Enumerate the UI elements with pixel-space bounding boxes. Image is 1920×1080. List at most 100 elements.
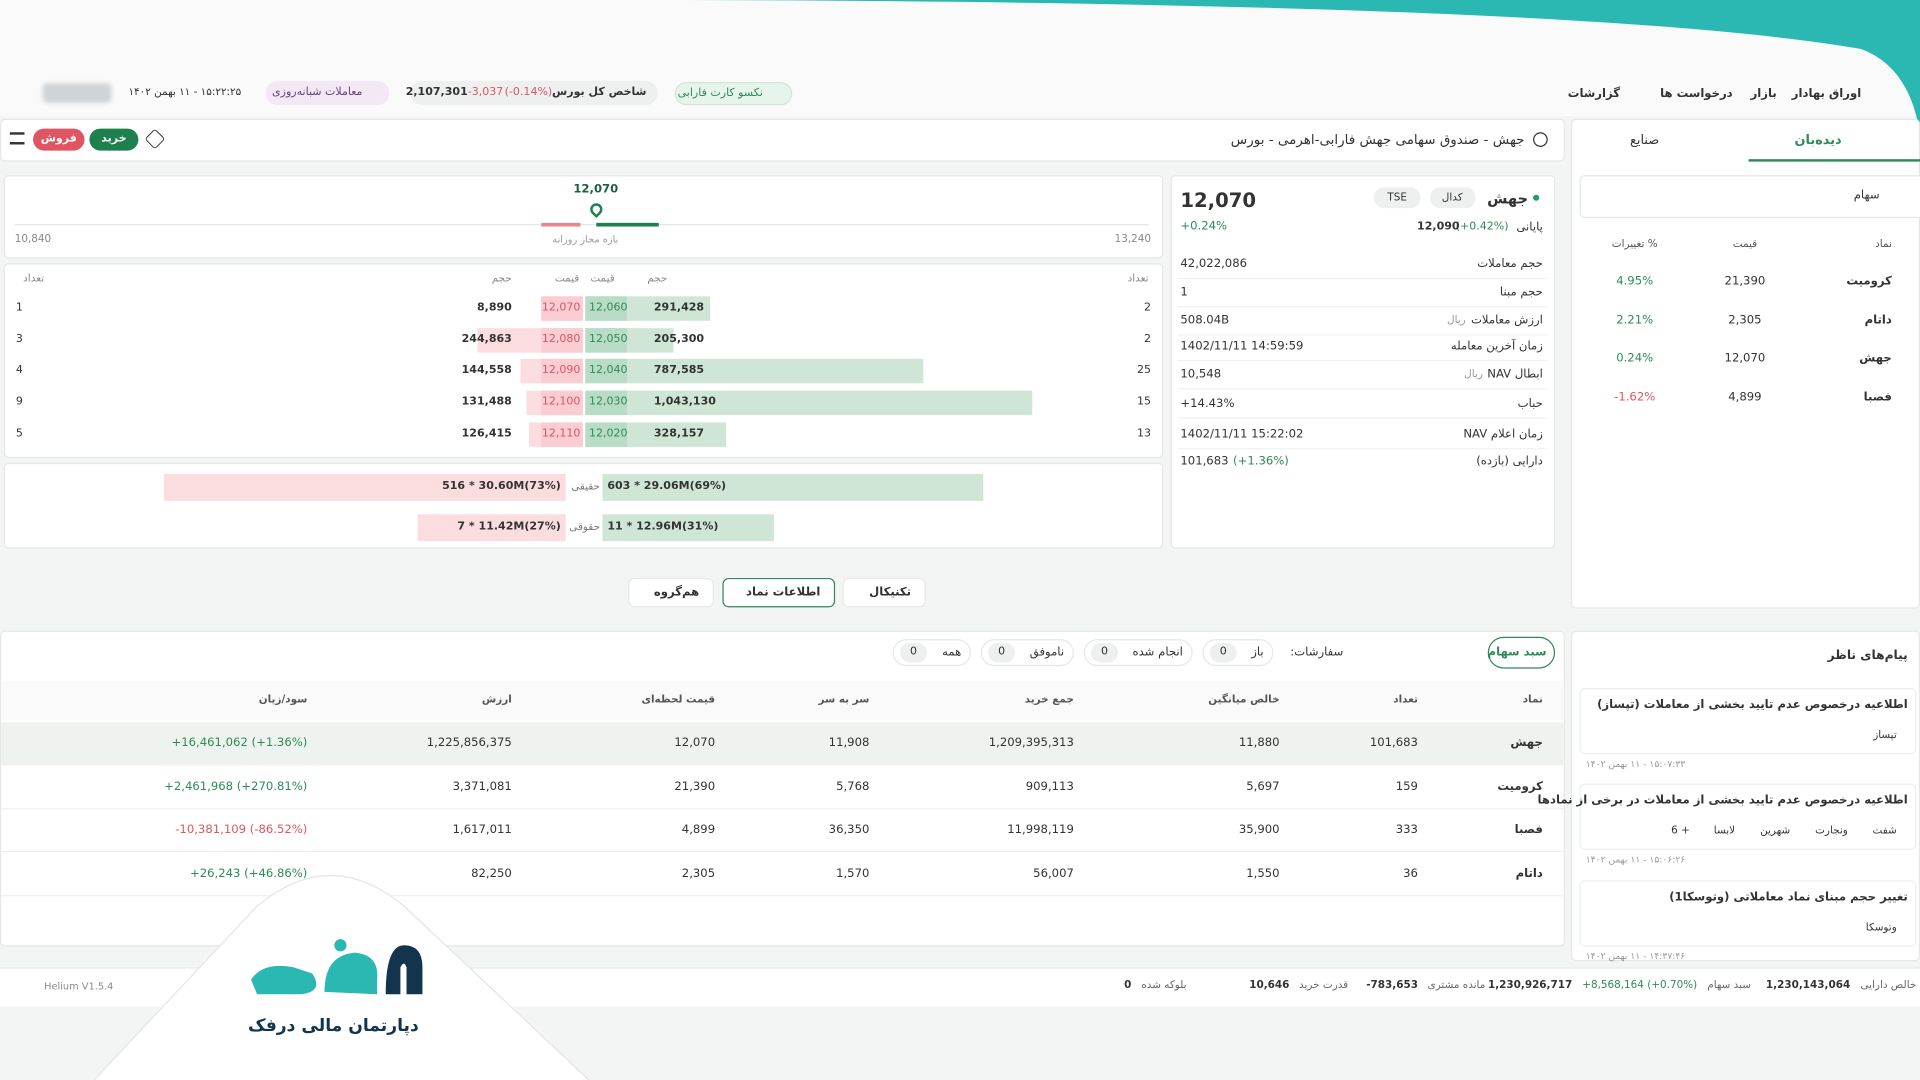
label: وتوسکا (1865, 921, 1897, 934)
label: حجم معاملات (1477, 257, 1543, 271)
label: جمع خرید (1024, 693, 1074, 707)
label: 333 (1395, 823, 1418, 837)
label: سبد سهام (1487, 645, 1547, 660)
buy-price-cell (585, 296, 627, 321)
label: سهام (1853, 188, 1880, 203)
row-divider (1177, 448, 1548, 450)
tab[interactable] (628, 577, 714, 608)
label: قیمت (590, 272, 615, 286)
label: حجم مبنا (1499, 285, 1543, 300)
buy-price-cell (585, 327, 627, 353)
tab-label[interactable]: تکنیکال (869, 585, 912, 600)
label: قیمت (1732, 238, 1758, 251)
label: ابطال NAV (1487, 367, 1543, 382)
label: داتام (1864, 313, 1892, 327)
label: 42,022,086 (1180, 257, 1248, 271)
label: +2,461,968 (+270.81%) (164, 779, 308, 794)
label: 12,070 (1724, 352, 1766, 366)
label: خالص دارایی (1860, 979, 1917, 992)
label: کدال (1441, 191, 1463, 205)
filter-label[interactable]: همه (942, 645, 962, 660)
label: 11,880 (1238, 736, 1280, 750)
filter-chip[interactable] (980, 639, 1074, 667)
label: ۱۵:۲۲:۲۵ - ۱۱ بهمن ۱۴۰۲ (128, 86, 242, 99)
filter-chip[interactable] (892, 639, 972, 667)
filter-chip[interactable] (1202, 639, 1274, 667)
label: 1,230,143,064 (1765, 979, 1851, 992)
filter-label[interactable]: باز (1251, 645, 1264, 660)
label: 205,300 (653, 333, 705, 346)
card-button[interactable] (674, 82, 793, 106)
logo-dot (334, 939, 347, 952)
tab-label[interactable]: دیده‌بان (1794, 133, 1842, 148)
dropdown[interactable] (1579, 175, 1920, 218)
label: 5,697 (1246, 779, 1280, 794)
label: 159 (1395, 779, 1418, 794)
menu-icon[interactable] (9, 132, 25, 145)
label: 12,090 (541, 364, 581, 378)
label: TSE (1387, 191, 1407, 205)
filter-label[interactable]: ناموفق (1029, 645, 1065, 660)
label: 2.21% (1616, 313, 1654, 327)
portfolio-pill[interactable] (1487, 636, 1556, 669)
row-divider (1, 851, 1564, 853)
label: 6 + (1671, 825, 1690, 838)
label: 3 (15, 333, 23, 346)
label: +16,461,062 (+1.36%) (171, 736, 308, 750)
tab-label[interactable]: اطلاعات نماد (746, 585, 821, 600)
label: تعداد (1393, 693, 1418, 707)
row-divider (1, 764, 1564, 766)
label: اطلاعیه درخصوص عدم تایید بخشی از معاملات… (1537, 793, 1908, 808)
buy-label[interactable]: خرید (101, 132, 127, 146)
nav-item[interactable]: اوراق بهادار (1791, 87, 1862, 101)
tab-label[interactable]: صنایع (1630, 133, 1660, 148)
tab[interactable] (722, 577, 836, 608)
message-card[interactable] (1579, 688, 1917, 755)
nav-item[interactable]: بازار (1750, 87, 1777, 101)
tab[interactable] (842, 577, 926, 608)
logo-part (324, 952, 378, 995)
label: فصبا (1863, 391, 1892, 405)
sell-button[interactable] (33, 128, 85, 151)
nav-item[interactable]: گزارشات (1567, 87, 1621, 101)
label: 11 * 12.96M(31%) (607, 521, 719, 534)
teal-curve (685, 0, 1920, 135)
message-card[interactable] (1579, 880, 1917, 947)
buy-share-bar (602, 473, 983, 501)
label: ارزش (481, 693, 512, 707)
label: -1.62% (1614, 391, 1656, 405)
label: مانده مشتری (1427, 979, 1486, 992)
label: 10,548 (1180, 367, 1222, 382)
nav-item[interactable]: درخواست ها (1660, 87, 1733, 101)
row-divider (1177, 360, 1548, 362)
label: ۱۵:۰۷:۳۳ - ۱۱ بهمن ۱۴۰۲ (1585, 758, 1686, 770)
night-trading-box[interactable] (265, 80, 390, 106)
label: 12,110 (541, 427, 581, 440)
buy-price-cell (585, 422, 627, 447)
label: 4.95% (1616, 274, 1654, 289)
codal-badge[interactable] (1430, 187, 1476, 209)
range-high (596, 222, 659, 227)
label: 1,209,395,313 (988, 736, 1074, 750)
label: شفت (1872, 825, 1897, 838)
label: 2 (1143, 333, 1152, 346)
order-book-card (3, 263, 1164, 458)
label: 516 * 30.60M(73%) (442, 480, 561, 493)
tab-label[interactable]: هم‌گروه (653, 585, 700, 600)
label: 12,040 (588, 364, 628, 378)
label: 13,240 (1114, 233, 1152, 246)
sell-label[interactable]: فروش (40, 132, 77, 146)
label: 35,900 (1238, 823, 1280, 837)
label: دپارتمان مالی درفک (248, 1016, 419, 1036)
label: 0.24% (1616, 352, 1654, 366)
filter-chip[interactable] (1083, 639, 1193, 667)
row-divider (1177, 306, 1548, 308)
label: 36,350 (828, 823, 870, 837)
label: % تغییرات (1611, 238, 1658, 251)
filter-label[interactable]: انجام شده (1132, 645, 1183, 660)
buy-button[interactable] (89, 128, 139, 151)
label: سر به سر (818, 693, 870, 707)
label: 21,390 (1724, 274, 1766, 289)
message-card[interactable] (1579, 783, 1917, 850)
